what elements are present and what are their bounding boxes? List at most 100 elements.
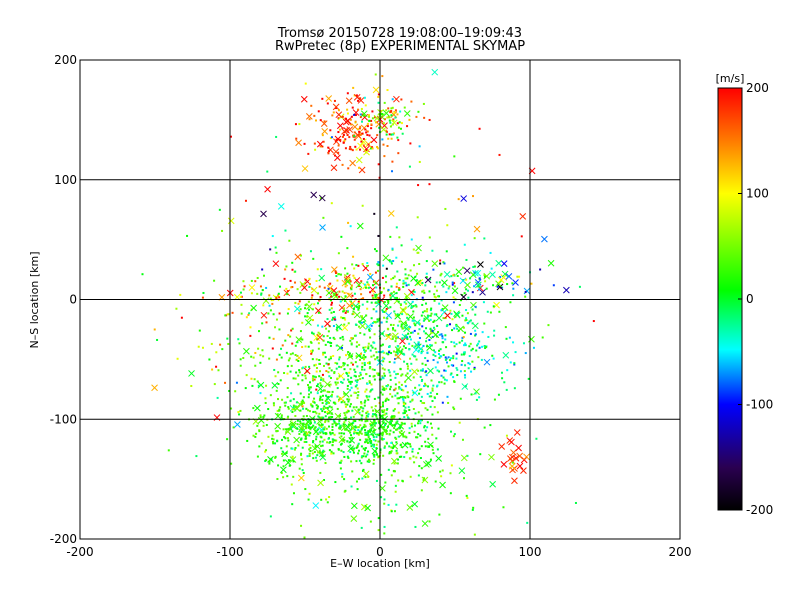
data-point: [268, 336, 271, 339]
data-point: [410, 425, 413, 428]
data-point: [252, 356, 255, 359]
data-point: [331, 393, 334, 396]
data-point: [355, 345, 358, 348]
data-point: [361, 427, 364, 430]
data-point-cross: [318, 194, 326, 202]
data-point: [394, 329, 397, 332]
data-point-cross: [357, 97, 365, 104]
data-point: [355, 460, 358, 463]
data-point: [483, 237, 486, 240]
data-point: [316, 454, 319, 457]
data-point: [346, 133, 349, 136]
data-point: [320, 445, 323, 448]
data-point: [458, 341, 461, 344]
data-point-cross: [392, 332, 399, 340]
data-point: [366, 300, 369, 303]
data-point: [265, 321, 268, 324]
data-point: [574, 501, 577, 504]
data-point: [390, 419, 393, 422]
data-point: [400, 325, 403, 328]
data-point: [433, 293, 436, 296]
data-point: [333, 401, 336, 404]
data-point: [280, 471, 283, 474]
data-point: [267, 312, 270, 315]
data-point-cross: [337, 395, 345, 403]
data-point: [439, 470, 442, 473]
data-point: [316, 302, 319, 305]
data-point: [389, 388, 392, 391]
data-point: [417, 321, 420, 324]
data-point: [267, 435, 270, 438]
data-point: [347, 456, 350, 459]
data-point: [473, 366, 476, 369]
data-point: [364, 286, 367, 289]
data-point: [288, 357, 291, 360]
data-point: [334, 422, 337, 425]
data-point: [382, 377, 385, 380]
data-point: [311, 405, 314, 408]
data-point-cross: [410, 275, 417, 282]
data-point: [315, 119, 318, 122]
data-point: [324, 419, 327, 422]
data-point: [293, 407, 296, 410]
data-point: [335, 367, 338, 370]
data-point: [394, 340, 397, 343]
data-point: [404, 402, 407, 405]
data-point: [338, 347, 341, 350]
data-point: [306, 432, 309, 435]
data-point: [417, 422, 420, 425]
data-point: [280, 452, 283, 455]
data-point: [527, 377, 530, 380]
data-point: [423, 291, 426, 294]
data-point: [307, 308, 310, 311]
data-point: [404, 385, 407, 388]
data-point: [346, 112, 349, 115]
data-point: [389, 429, 392, 432]
data-point: [389, 235, 392, 238]
data-point: [262, 274, 265, 277]
data-point: [467, 362, 470, 365]
data-point: [291, 456, 294, 459]
data-point: [366, 432, 369, 435]
data-point: [366, 125, 369, 128]
data-point: [338, 461, 341, 464]
data-point: [312, 424, 315, 427]
data-point: [392, 431, 395, 434]
data-point: [386, 299, 389, 302]
data-point: [376, 417, 379, 420]
data-point: [288, 464, 291, 467]
data-point: [368, 375, 371, 378]
data-point: [312, 257, 315, 260]
data-point: [346, 272, 349, 275]
data-point: [431, 433, 434, 436]
data-point: [307, 300, 310, 303]
data-point: [321, 97, 324, 100]
data-point: [228, 313, 231, 316]
data-point: [311, 379, 314, 382]
data-point: [412, 248, 415, 251]
data-point: [449, 373, 452, 376]
data-point: [300, 254, 303, 257]
data-point-cross: [505, 273, 513, 280]
data-point-cross: [346, 292, 353, 299]
data-point: [329, 441, 332, 444]
data-point: [355, 94, 358, 97]
data-point: [366, 281, 369, 284]
data-point: [356, 432, 359, 435]
data-point: [274, 455, 277, 458]
data-point: [372, 375, 375, 378]
data-point: [327, 146, 330, 149]
data-point: [278, 328, 281, 331]
data-point: [326, 441, 329, 444]
data-point: [367, 347, 370, 350]
data-point: [389, 378, 392, 381]
y-tick-label: 0: [69, 293, 77, 307]
data-point: [403, 396, 406, 399]
data-point: [262, 416, 265, 419]
data-point: [330, 342, 333, 345]
data-point: [362, 354, 365, 357]
data-point: [443, 378, 446, 381]
data-point: [411, 344, 414, 347]
data-point: [349, 368, 352, 371]
data-point: [195, 455, 198, 458]
